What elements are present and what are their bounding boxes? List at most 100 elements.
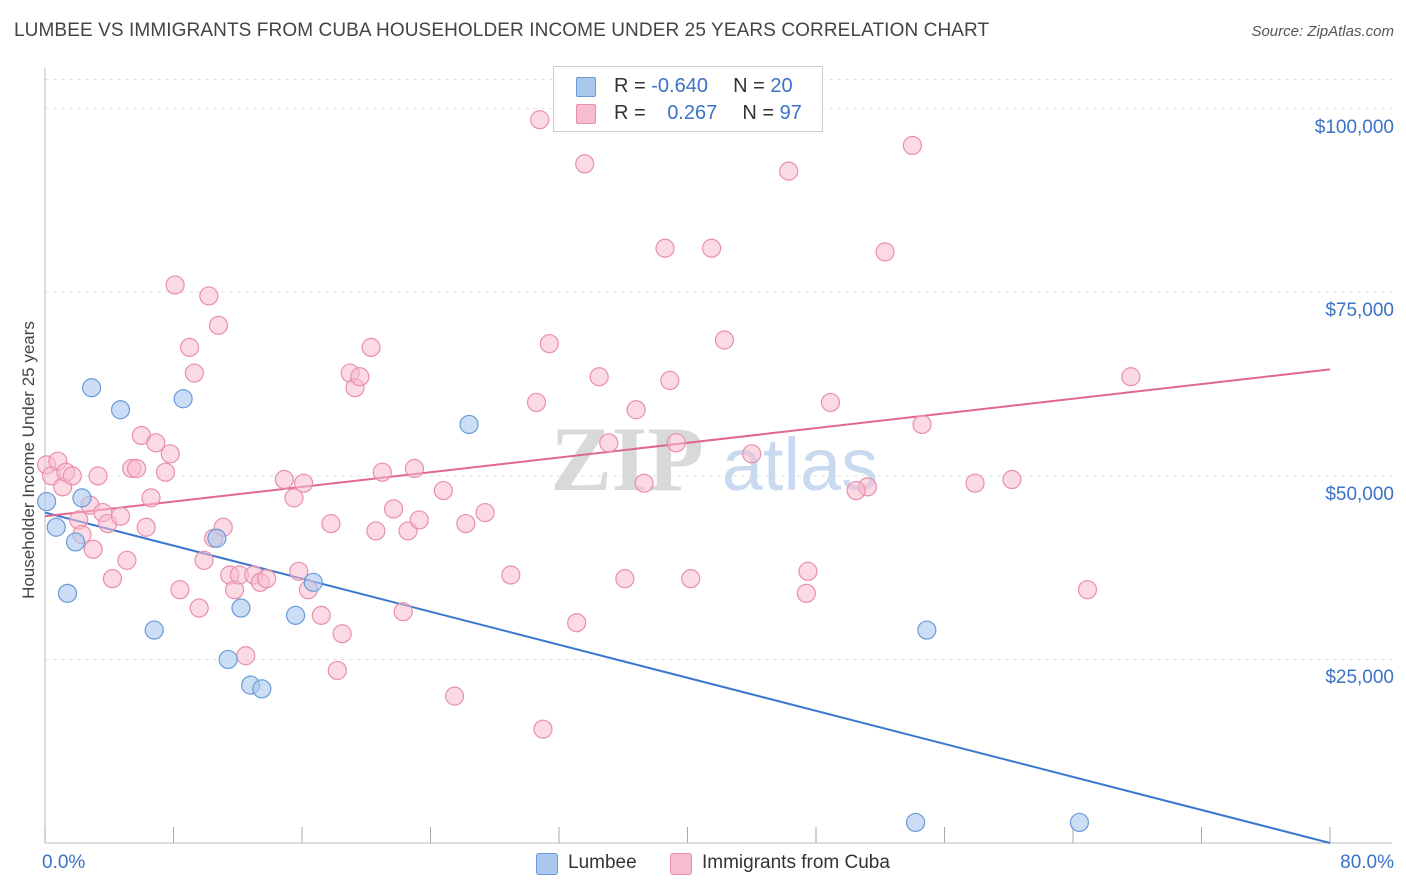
cuba-point: [575, 154, 595, 174]
cuba-point: [902, 135, 922, 156]
lumbee-point: [459, 414, 479, 435]
y-tick-label: $50,000: [1325, 483, 1394, 505]
lumbee-point: [65, 532, 86, 552]
legend-r-value: -0.640: [651, 75, 708, 97]
cuba-point: [526, 392, 547, 413]
cuba-point: [444, 686, 465, 706]
cuba-point: [184, 363, 204, 383]
cuba-point: [409, 510, 429, 530]
lumbee-legend-swatch: [536, 853, 558, 875]
cuba-point: [912, 414, 932, 435]
cuba-legend-swatch: [670, 853, 692, 875]
lumbee-point: [285, 605, 306, 625]
cuba-point: [404, 458, 425, 479]
cuba-point: [141, 488, 161, 508]
cuba-point: [456, 513, 476, 534]
legend-r-label: R =: [614, 102, 646, 124]
lumbee-point: [110, 400, 131, 420]
cuba-point: [393, 602, 413, 622]
cuba-point: [1121, 367, 1141, 387]
cuba-point: [634, 473, 654, 493]
cuba-point: [136, 517, 156, 537]
y-tick-label: $75,000: [1325, 300, 1394, 322]
cuba-point: [294, 473, 314, 493]
y-axis-label-wrap: Householder Income Under 25 years: [14, 290, 44, 630]
cuba-point: [626, 400, 646, 420]
lumbee-swatch: [576, 77, 596, 97]
cuba-point: [208, 315, 229, 335]
cuba-point: [796, 583, 816, 603]
cuba-point: [681, 569, 701, 589]
source-label: Source: ZipAtlas.com: [1251, 23, 1394, 40]
cuba-point: [666, 433, 686, 453]
cuba-point: [110, 506, 131, 526]
cuba-point: [126, 458, 147, 479]
cuba-point: [742, 444, 762, 464]
legend-n-label: N =: [733, 75, 765, 97]
lumbee-point: [917, 620, 937, 640]
y-tick-label: $25,000: [1325, 667, 1394, 689]
y-tick-label: $100,000: [1314, 116, 1394, 138]
lumbee-point: [144, 620, 164, 640]
cuba-point: [350, 367, 370, 387]
cuba-point: [475, 502, 495, 523]
cuba-point: [779, 161, 799, 181]
cuba-point: [530, 110, 550, 130]
lumbee-point: [57, 583, 78, 603]
lumbee-point: [72, 488, 92, 508]
lumbee-point: [173, 389, 193, 409]
cuba-point: [146, 433, 166, 453]
cuba-point: [599, 433, 619, 453]
x-tick-label: 80.0%: [1340, 852, 1394, 873]
cuba-point: [1077, 580, 1098, 600]
cuba-point: [820, 392, 841, 413]
cuba-point: [361, 337, 381, 357]
lumbee-point: [303, 572, 323, 592]
cuba-point: [332, 624, 352, 644]
cuba-point: [875, 242, 895, 262]
cuba-point: [533, 719, 553, 739]
cuba-point: [965, 473, 985, 493]
cuba-point: [660, 370, 680, 390]
cuba-point: [165, 275, 185, 295]
lumbee-point: [231, 598, 251, 618]
lumbee-point: [46, 517, 66, 537]
cuba-legend-label: Immigrants from Cuba: [702, 852, 890, 873]
cuba-point: [567, 613, 587, 633]
watermark-zip: ZIP: [550, 408, 703, 510]
cuba-point: [501, 565, 521, 585]
cuba-point: [194, 550, 214, 570]
cuba-point: [160, 444, 180, 464]
cuba-trend-line: [44, 368, 1331, 518]
cuba-point: [327, 660, 347, 681]
x-tick-label: 0.0%: [42, 852, 86, 873]
lumbee-point: [905, 812, 926, 833]
cuba-point: [311, 605, 331, 625]
cuba-point: [284, 488, 304, 508]
correlation-legend: R = -0.640 N = 20 R = 0.267 N = 97: [553, 66, 823, 132]
cuba-point: [383, 499, 404, 519]
cuba-point: [83, 539, 103, 559]
legend-r-label: R =: [614, 75, 646, 97]
cuba-point: [321, 513, 341, 534]
cuba-point: [589, 367, 609, 387]
cuba-point: [257, 569, 277, 589]
cuba-point: [170, 580, 190, 600]
cuba-point: [846, 480, 866, 501]
cuba-point: [88, 466, 108, 486]
cuba-point: [539, 334, 559, 354]
lumbee-point: [207, 528, 227, 548]
lumbee-point: [81, 378, 102, 398]
cuba-point: [433, 480, 453, 501]
legend-n-label: N =: [742, 102, 775, 124]
cuba-point: [236, 646, 256, 666]
lumbee-point: [37, 491, 57, 512]
cuba-point: [655, 238, 675, 258]
cuba-point: [372, 462, 392, 482]
cuba-swatch: [576, 104, 596, 124]
cuba-point: [1002, 469, 1022, 490]
cuba-point: [274, 469, 294, 490]
cuba-point: [102, 569, 123, 589]
cuba-point: [615, 569, 635, 589]
